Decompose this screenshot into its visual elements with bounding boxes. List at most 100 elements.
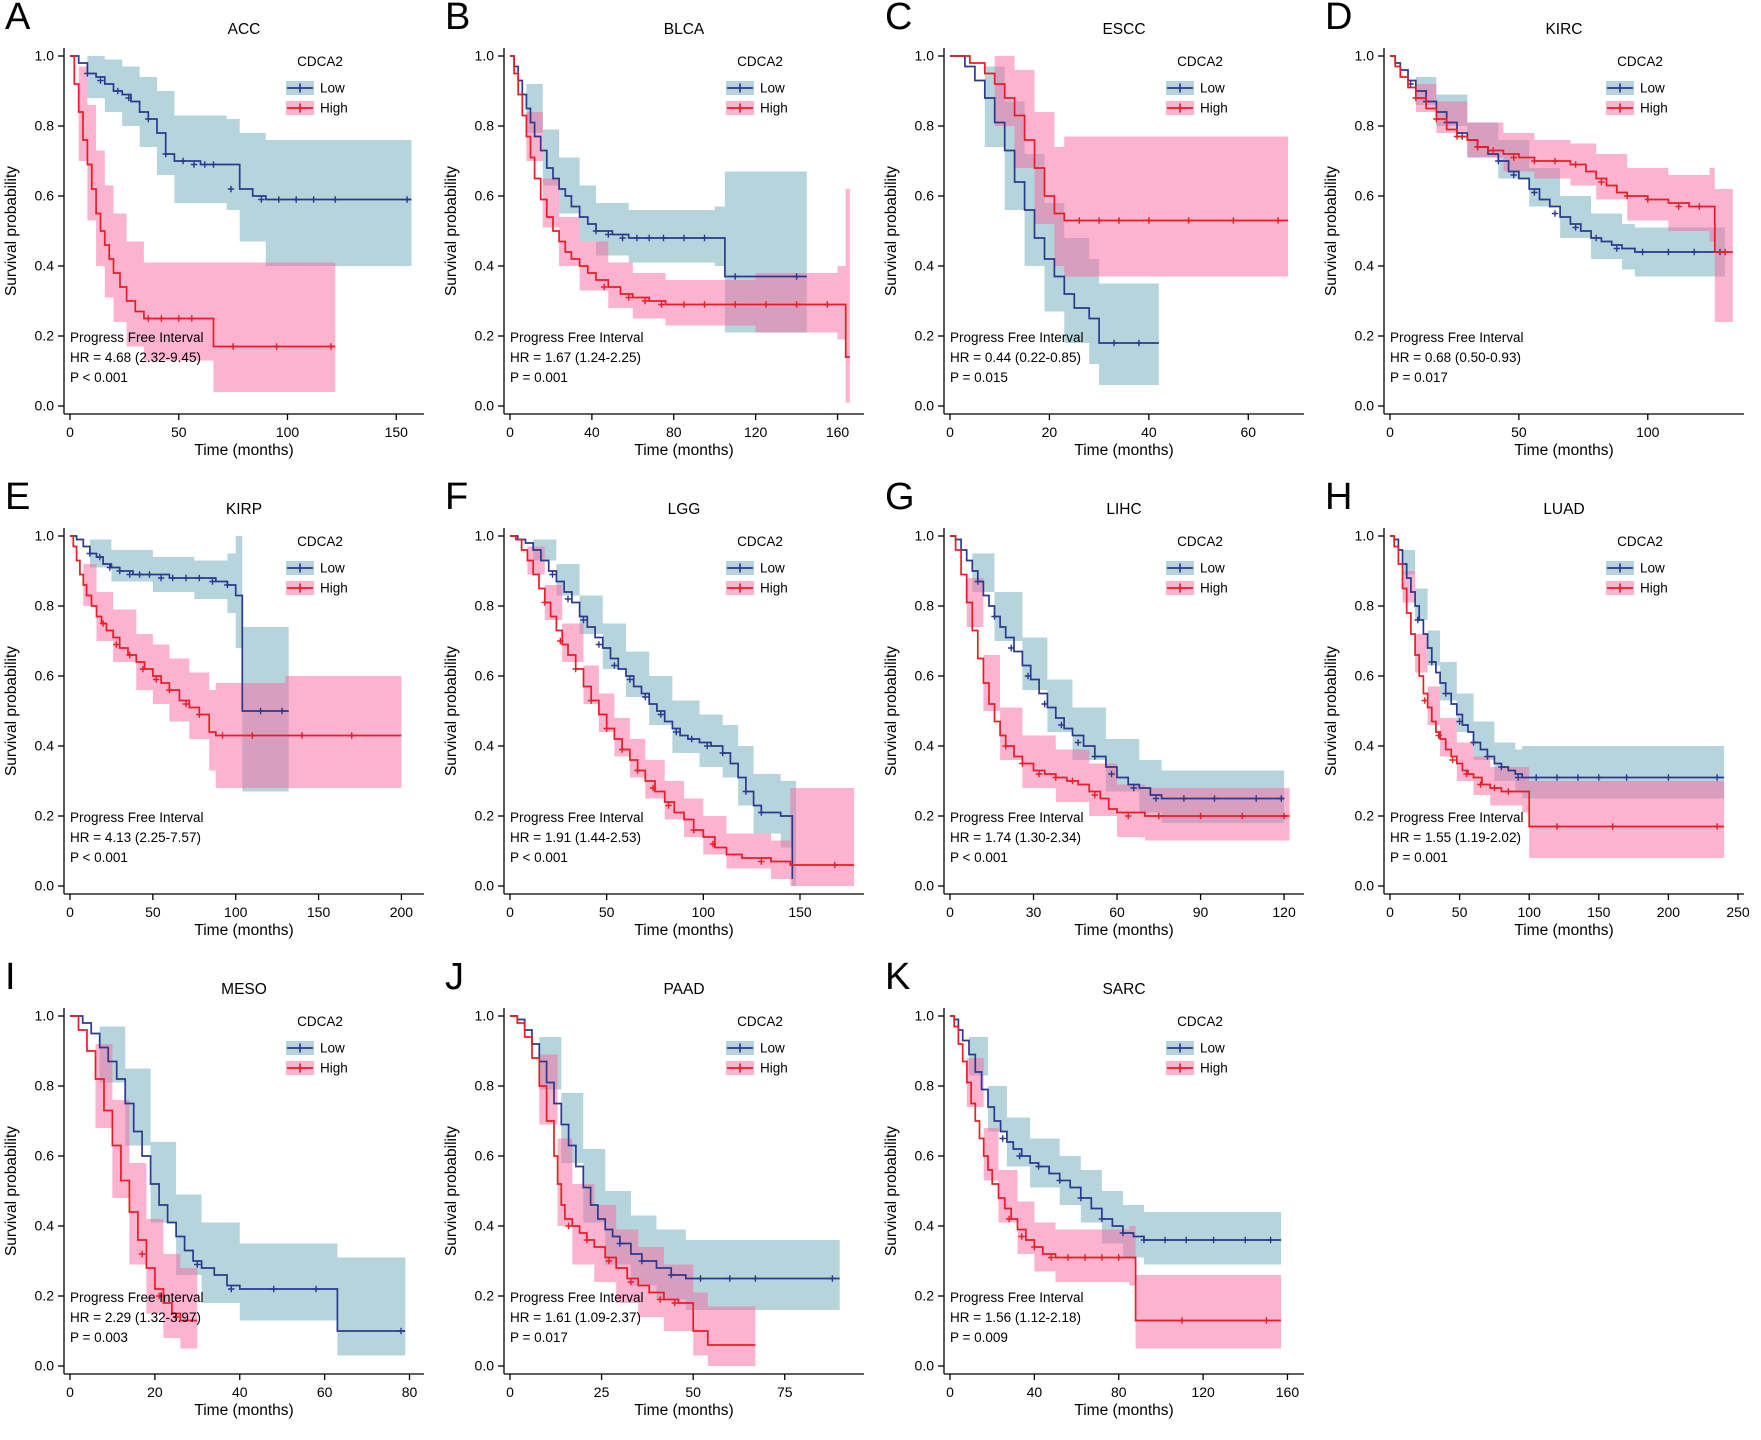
- panel-G: G 0 30 60 90 120 0.0 0.2 0.4 0.6 0.8 1.0 LIHC Time (…: [880, 476, 1320, 960]
- y-tick-label: 0.0: [35, 878, 55, 894]
- censor-mark: [1665, 774, 1672, 781]
- legend-label-low: Low: [320, 561, 345, 576]
- censor-mark: [1178, 1317, 1186, 1324]
- censor-mark: [1074, 739, 1082, 746]
- censor-mark: [999, 1135, 1006, 1142]
- high-confidence-band: [1390, 56, 1733, 322]
- panel-E: E 0 50 100 150 200 0.0 0.2 0.4 0.6 0.8 1.0 KIRP Time…: [0, 476, 440, 960]
- censor-mark: [1005, 1215, 1013, 1223]
- censor-mark: [1421, 697, 1428, 704]
- annotation-hr: HR = 4.68 (2.32-9.45): [70, 350, 201, 365]
- y-axis-label: Survival probability: [883, 166, 900, 296]
- panel-title: ESCC: [1102, 21, 1145, 38]
- legend-title: CDCA2: [297, 1014, 343, 1029]
- censor-mark: [991, 613, 998, 620]
- legend-label-high: High: [1200, 101, 1228, 116]
- panel-C: C 0 20 40 60 0.0 0.2 0.4 0.6 0.8 1.0 ESCC Time (mon…: [880, 0, 1320, 480]
- y-tick-label: 0.4: [475, 738, 495, 754]
- y-tick-label: 0.2: [475, 328, 495, 344]
- low-survival-curve: [950, 535, 1285, 800]
- censor-mark: [688, 735, 695, 743]
- y-tick-label: 0.4: [35, 738, 55, 754]
- x-tick-label: 200: [390, 904, 414, 920]
- empty-cell: [1320, 960, 1760, 1440]
- censor-mark: [1428, 658, 1435, 666]
- legend-label-high: High: [760, 101, 788, 116]
- annotation-title: Progress Free Interval: [950, 810, 1084, 825]
- high-survival-curve: [510, 535, 855, 866]
- censor-mark: [172, 1313, 180, 1321]
- censor-mark: [758, 858, 765, 865]
- legend-label-low: Low: [760, 1041, 785, 1056]
- x-tick-label: 80: [402, 1384, 418, 1400]
- legend-title: CDCA2: [1177, 1014, 1223, 1029]
- annotation-pvalue: P < 0.001: [510, 850, 568, 865]
- panel-F: F 0 50 100 150 0.0 0.2 0.4 0.6 0.8 1.0 LGG Time (mo…: [440, 476, 880, 960]
- censor-mark: [1180, 795, 1188, 802]
- censor-mark: [603, 725, 610, 732]
- panel-I: I 0 20 40 60 80 0.0 0.2 0.4 0.6 0.8 1.0 MESO Time (m…: [0, 956, 440, 1440]
- y-tick-label: 0.0: [35, 1358, 55, 1374]
- high-survival-curve: [70, 535, 402, 737]
- panel-D: D 0 50 100 0.0 0.2 0.4 0.6 0.8 1.0 KIRC Time (mont…: [1320, 0, 1760, 480]
- censor-mark: [298, 732, 306, 739]
- panel-letter-H: H: [1325, 476, 1353, 518]
- y-tick-label: 1.0: [475, 48, 495, 64]
- panel-title: MESO: [221, 981, 267, 998]
- y-tick-label: 0.4: [475, 1218, 495, 1234]
- censor-mark: [665, 802, 672, 809]
- panel-A: A 0 50 100 150 0.0 0.2 0.4 0.6 0.8 1.0 ACC Time (mo…: [0, 0, 440, 480]
- x-tick-label: 40: [1027, 1384, 1043, 1400]
- x-tick-label: 50: [1511, 424, 1527, 440]
- censor-mark: [592, 227, 600, 235]
- censor-mark: [633, 234, 641, 242]
- y-tick-label: 0.8: [35, 118, 55, 134]
- y-axis-label: Survival probability: [3, 166, 20, 296]
- x-tick-label: 0: [66, 1384, 74, 1400]
- censor-mark: [1031, 1243, 1038, 1251]
- y-tick-label: 0.2: [915, 328, 935, 344]
- censor-mark: [1531, 189, 1538, 196]
- censor-mark: [1210, 1236, 1217, 1244]
- annotation-title: Progress Free Interval: [950, 330, 1084, 345]
- y-tick-label: 0.4: [915, 258, 935, 274]
- censor-mark: [1077, 1194, 1084, 1202]
- censor-mark: [162, 150, 169, 158]
- y-tick-label: 0.0: [475, 1358, 495, 1374]
- censor-mark: [697, 1275, 704, 1282]
- censor-mark: [638, 1257, 646, 1265]
- y-tick-label: 0.6: [35, 1148, 55, 1164]
- censor-mark: [1713, 774, 1721, 781]
- censor-mark: [1624, 192, 1631, 200]
- y-tick-label: 0.8: [1355, 598, 1375, 614]
- censor-mark: [618, 746, 626, 753]
- x-tick-label: 40: [1141, 424, 1157, 440]
- x-tick-label: 50: [145, 904, 161, 920]
- censor-mark: [196, 574, 203, 582]
- censor-mark: [1435, 732, 1442, 739]
- legend-title: CDCA2: [1617, 534, 1663, 549]
- y-tick-label: 0.0: [915, 878, 935, 894]
- censor-mark: [188, 315, 195, 322]
- y-tick-label: 0.0: [475, 878, 495, 894]
- annotation-pvalue: P = 0.003: [70, 1330, 128, 1345]
- legend-label-high: High: [1640, 101, 1668, 116]
- censor-mark: [1069, 777, 1076, 785]
- censor-mark: [572, 665, 579, 673]
- censor-mark: [1267, 1236, 1274, 1244]
- km-plot-SARC: 0 40 80 120 160 0.0 0.2 0.4 0.6 0.8 1.0 SARC Time (m…: [883, 981, 1304, 1419]
- censor-mark: [1613, 245, 1620, 252]
- x-axis-label: Time (months): [1074, 442, 1173, 459]
- panel-title: LIHC: [1106, 501, 1141, 518]
- high-survival-curve: [70, 55, 336, 348]
- legend-label-low: Low: [1640, 561, 1665, 576]
- annotation-pvalue: P = 0.001: [1390, 850, 1448, 865]
- censor-mark: [1533, 774, 1540, 781]
- x-axis-label: Time (months): [634, 922, 733, 939]
- high-confidence-band: [950, 56, 1289, 277]
- panel-title: BLCA: [664, 21, 705, 38]
- low-confidence-band: [70, 56, 412, 266]
- annotation-title: Progress Free Interval: [510, 330, 644, 345]
- x-tick-label: 160: [1276, 1384, 1300, 1400]
- legend-label-high: High: [1640, 581, 1668, 596]
